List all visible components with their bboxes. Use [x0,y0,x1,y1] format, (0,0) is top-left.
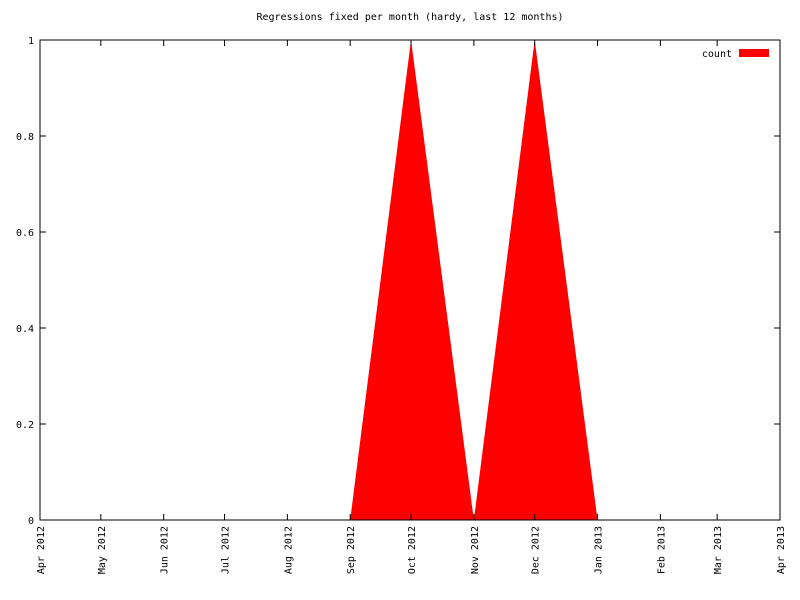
x-tick-label: Aug 2012 [283,526,294,574]
plot-frame [39,39,781,521]
y-tick-label: 0.2 [16,420,34,431]
x-tick-label: Mar 2013 [713,526,724,574]
x-tick-label: Apr 2013 [776,526,787,574]
x-tick-label: Feb 2013 [656,526,667,574]
x-tick-label: Nov 2012 [470,526,481,574]
x-tick-label: Jun 2012 [160,526,171,574]
legend-swatch [739,49,769,57]
x-tick-label: May 2012 [97,526,108,574]
y-tick-label: 0 [28,516,34,527]
legend-label: count [702,49,732,60]
x-tick-label: Sep 2012 [346,526,357,574]
x-tick-label: Jan 2013 [594,526,605,574]
y-tick-label: 0.6 [16,228,34,239]
y-tick-label: 0.4 [16,324,34,335]
y-tick-label: 0.8 [16,132,34,143]
chart-title: Regressions fixed per month (hardy, last… [256,12,563,23]
x-tick-label: Oct 2012 [407,526,418,574]
area [350,40,598,520]
y-tick-label: 1 [28,36,34,47]
x-tick-label: Jul 2012 [220,526,231,574]
x-tick-label: Apr 2012 [36,526,47,574]
x-tick-label: Dec 2012 [531,526,542,574]
